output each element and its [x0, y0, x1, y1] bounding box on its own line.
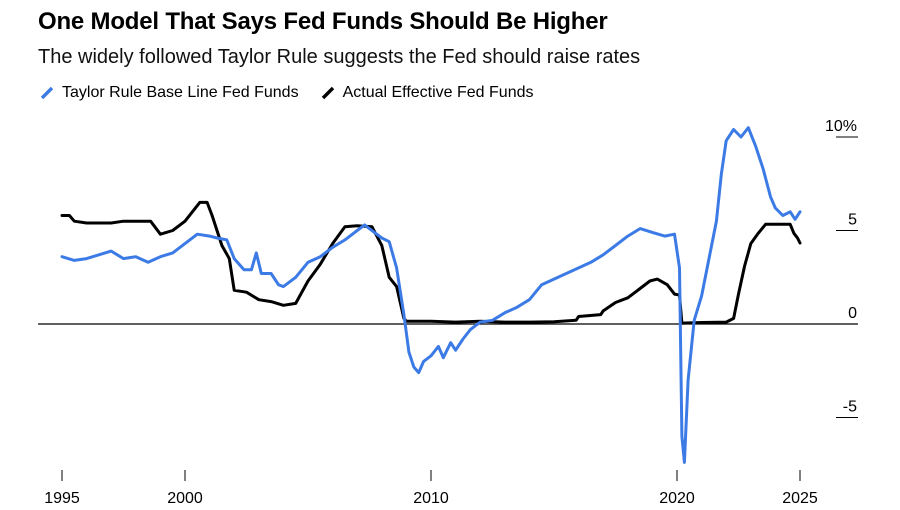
legend-swatch-actual-fed-funds	[321, 86, 334, 100]
y-tick-label: 0	[848, 305, 857, 322]
x-tick-label: 2025	[782, 490, 818, 507]
series-line-actual-fed-funds	[60, 200, 802, 325]
legend-item-taylor-rule: Taylor Rule Base Line Fed Funds	[40, 84, 299, 102]
y-tick-label: 5	[848, 212, 857, 229]
y-tick-label: 10%	[825, 118, 857, 135]
legend-label-taylor-rule: Taylor Rule Base Line Fed Funds	[62, 84, 299, 101]
series-lines	[60, 126, 802, 464]
x-tick-label: 2010	[413, 490, 449, 507]
chart-legend: Taylor Rule Base Line Fed Funds Actual E…	[40, 84, 556, 102]
chart-title: One Model That Says Fed Funds Should Be …	[38, 8, 608, 35]
y-axis: 10% 5 0 -5	[825, 118, 858, 418]
legend-item-actual-fed-funds: Actual Effective Fed Funds	[321, 84, 534, 102]
y-tick-label: -5	[843, 399, 857, 416]
series-line-taylor-rule	[60, 126, 802, 464]
legend-swatch-taylor-rule	[40, 86, 54, 100]
x-tick-label: 2000	[167, 490, 203, 507]
x-tick-label: 1995	[44, 490, 80, 507]
x-tick-label: 2020	[659, 490, 695, 507]
x-axis: 1995 2000 2010 2020 2025	[44, 470, 818, 507]
legend-label-actual-fed-funds: Actual Effective Fed Funds	[342, 84, 534, 101]
chart-subtitle: The widely followed Taylor Rule suggests…	[38, 46, 641, 68]
